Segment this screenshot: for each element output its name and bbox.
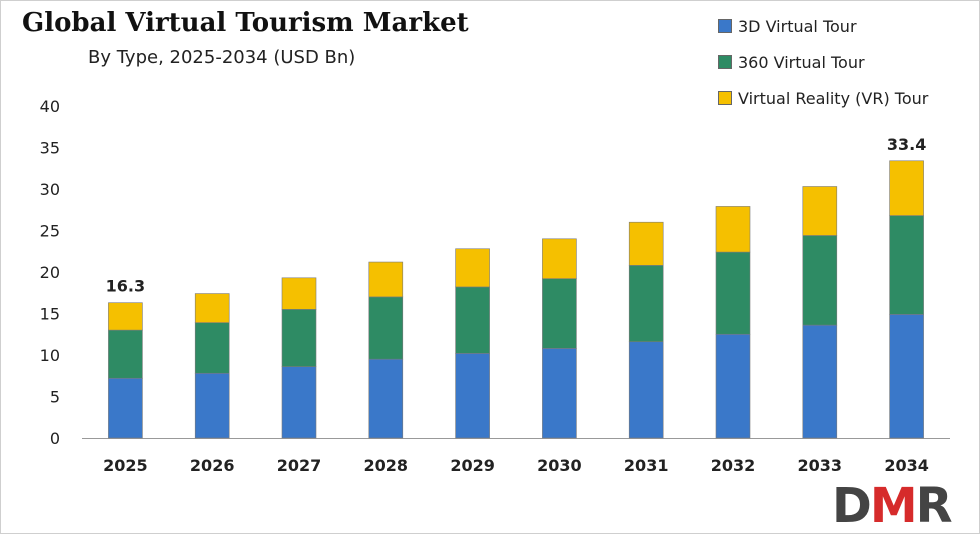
total-data-label: 16.3 bbox=[106, 277, 145, 296]
y-tick-label: 35 bbox=[40, 139, 60, 158]
legend-label-360: 360 Virtual Tour bbox=[738, 52, 865, 72]
bar-segment-360 bbox=[628, 265, 664, 343]
x-tick-label: 2026 bbox=[190, 456, 235, 475]
bar-segment-360 bbox=[715, 251, 751, 335]
bar-segment-vr bbox=[542, 238, 577, 279]
legend-label-3d: 3D Virtual Tour bbox=[738, 16, 857, 36]
bar-segment-360 bbox=[194, 322, 230, 374]
logo-letter-m: M bbox=[869, 478, 918, 534]
bar-segment-360 bbox=[889, 215, 924, 315]
x-tick-label: 2029 bbox=[450, 456, 495, 475]
y-tick-label: 40 bbox=[40, 97, 60, 116]
legend-item-3d: 3D Virtual Tour bbox=[718, 8, 928, 44]
bar-segment-3d bbox=[889, 314, 924, 439]
bar-segment-3d bbox=[715, 333, 751, 439]
y-tick-label: 0 bbox=[50, 429, 60, 448]
bar-segment-3d bbox=[281, 366, 317, 439]
y-tick-label: 20 bbox=[40, 263, 60, 282]
bar-segment-3d bbox=[455, 353, 490, 439]
x-tick-label: 2034 bbox=[884, 456, 929, 475]
bar-segment-3d bbox=[108, 377, 143, 439]
bar-segment-3d bbox=[194, 372, 230, 439]
legend: 3D Virtual Tour 360 Virtual Tour Virtual… bbox=[718, 8, 928, 116]
legend-item-vr: Virtual Reality (VR) Tour bbox=[718, 80, 928, 116]
x-tick-label: 2028 bbox=[364, 456, 409, 475]
logo-letter-d: D bbox=[832, 478, 872, 534]
x-tick-label: 2032 bbox=[711, 456, 756, 475]
bar-segment-vr bbox=[108, 302, 143, 331]
x-tick-label: 2030 bbox=[537, 456, 582, 475]
bar-segment-3d bbox=[802, 324, 838, 439]
legend-item-360: 360 Virtual Tour bbox=[718, 44, 928, 80]
bar-segment-3d bbox=[542, 348, 577, 439]
bar-segment-360 bbox=[542, 278, 577, 349]
x-tick-label: 2027 bbox=[277, 456, 322, 475]
bar-segment-360 bbox=[368, 296, 404, 360]
bar-segment-360 bbox=[802, 235, 838, 326]
dmr-logo: DMR bbox=[832, 482, 953, 530]
x-tick-label: 2033 bbox=[798, 456, 843, 475]
bar-segment-vr bbox=[628, 221, 664, 266]
legend-label-vr: Virtual Reality (VR) Tour bbox=[738, 88, 929, 108]
y-tick-label: 30 bbox=[40, 180, 60, 199]
bar-segment-vr bbox=[889, 160, 924, 216]
y-tick-label: 10 bbox=[40, 346, 60, 365]
bar-segment-vr bbox=[194, 293, 230, 323]
bar-segment-vr bbox=[715, 206, 751, 253]
bar-segment-vr bbox=[455, 248, 490, 288]
legend-swatch-3d bbox=[718, 19, 732, 33]
bar-segment-vr bbox=[281, 277, 317, 310]
bar-segment-vr bbox=[368, 261, 404, 298]
bar-segment-360 bbox=[108, 329, 143, 379]
legend-swatch-vr bbox=[718, 91, 732, 105]
chart-title: Global Virtual Tourism Market bbox=[22, 8, 469, 38]
legend-swatch-360 bbox=[718, 55, 732, 69]
x-tick-label: 2025 bbox=[103, 456, 148, 475]
y-tick-label: 15 bbox=[40, 305, 60, 324]
y-tick-label: 25 bbox=[40, 222, 60, 241]
bar-segment-3d bbox=[368, 358, 404, 439]
bar-segment-360 bbox=[281, 309, 317, 367]
logo-letter-r: R bbox=[915, 478, 953, 534]
bar-segment-3d bbox=[628, 341, 664, 439]
total-data-label: 33.4 bbox=[887, 135, 926, 154]
bar-segment-vr bbox=[802, 186, 838, 236]
x-tick-label: 2031 bbox=[624, 456, 669, 475]
chart-subtitle: By Type, 2025-2034 (USD Bn) bbox=[88, 47, 356, 68]
bar-segment-360 bbox=[455, 286, 490, 354]
y-tick-label: 5 bbox=[50, 388, 60, 407]
